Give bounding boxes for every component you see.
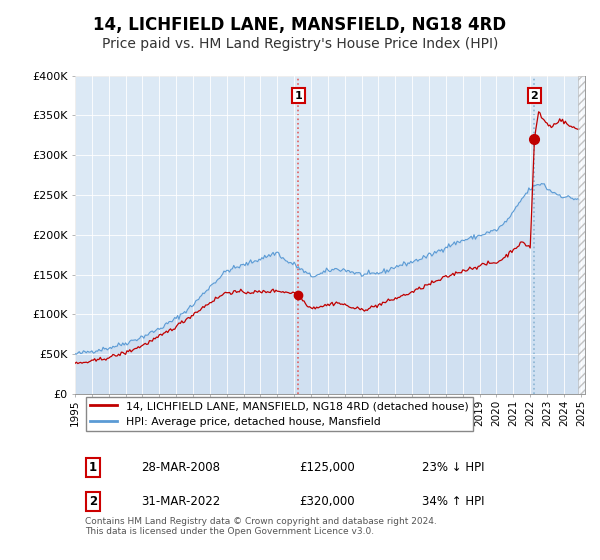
Text: 2: 2 <box>530 91 538 100</box>
Text: 1: 1 <box>295 91 302 100</box>
Text: 1: 1 <box>89 461 97 474</box>
Text: 14, LICHFIELD LANE, MANSFIELD, NG18 4RD: 14, LICHFIELD LANE, MANSFIELD, NG18 4RD <box>94 16 506 34</box>
Text: Contains HM Land Registry data © Crown copyright and database right 2024.
This d: Contains HM Land Registry data © Crown c… <box>85 516 437 536</box>
Text: 2: 2 <box>89 495 97 508</box>
Text: Price paid vs. HM Land Registry's House Price Index (HPI): Price paid vs. HM Land Registry's House … <box>102 36 498 50</box>
Text: 23% ↓ HPI: 23% ↓ HPI <box>422 461 484 474</box>
Text: 34% ↑ HPI: 34% ↑ HPI <box>422 495 484 508</box>
Text: 31-MAR-2022: 31-MAR-2022 <box>142 495 221 508</box>
Legend: 14, LICHFIELD LANE, MANSFIELD, NG18 4RD (detached house), HPI: Average price, de: 14, LICHFIELD LANE, MANSFIELD, NG18 4RD … <box>86 397 473 431</box>
Text: £320,000: £320,000 <box>299 495 355 508</box>
Text: 28-MAR-2008: 28-MAR-2008 <box>142 461 220 474</box>
Text: £125,000: £125,000 <box>299 461 355 474</box>
